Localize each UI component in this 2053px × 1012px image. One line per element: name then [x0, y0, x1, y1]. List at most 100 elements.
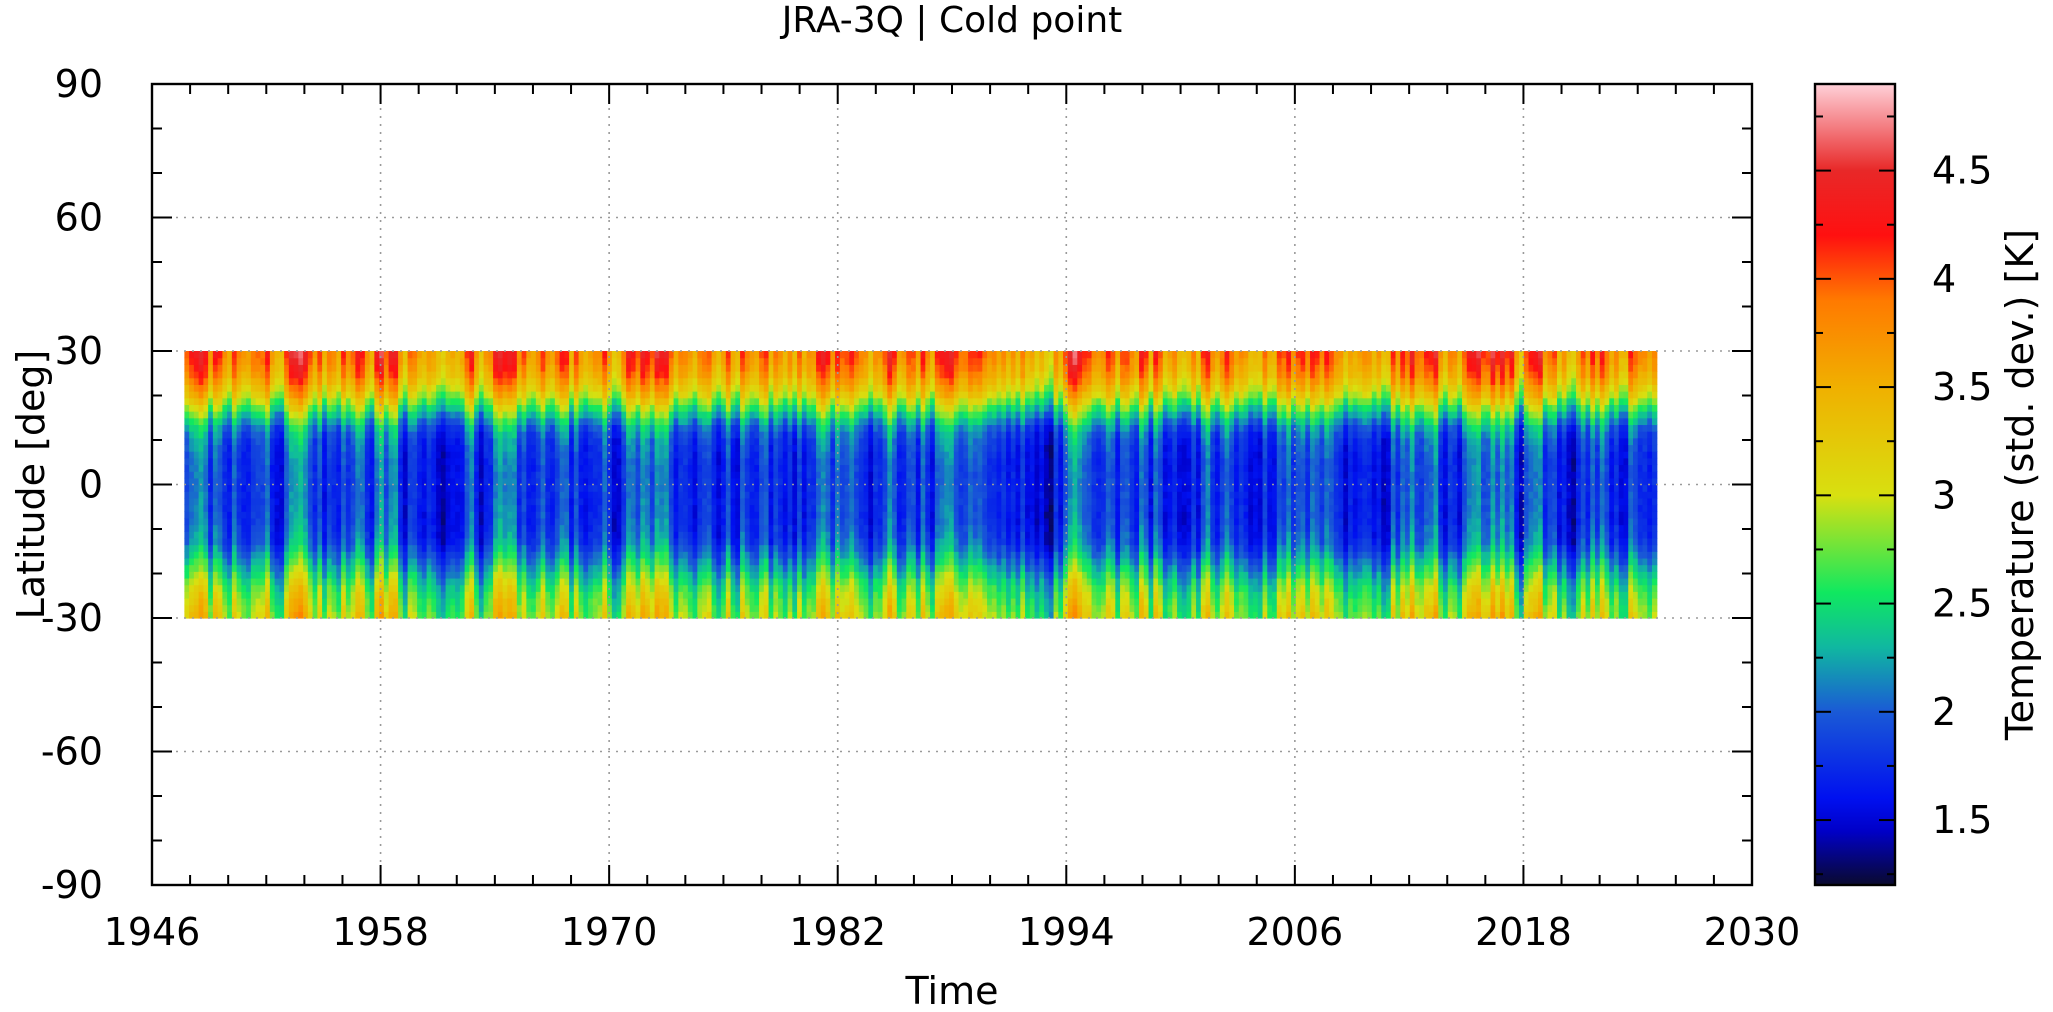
heatmap-cell [426, 571, 432, 579]
heatmap-cell [345, 457, 352, 466]
heatmap-cell [493, 431, 499, 439]
heatmap-cell [198, 604, 204, 612]
heatmap-cell [773, 511, 779, 519]
heatmap-cell [488, 424, 494, 432]
heatmap-cell [255, 411, 261, 419]
heatmap-cell [526, 451, 532, 459]
heatmap-cell [279, 531, 285, 539]
heatmap-cell [592, 491, 599, 499]
heatmap-cell [231, 591, 238, 599]
heatmap-cell [706, 484, 713, 492]
heatmap-cell [626, 477, 632, 486]
heatmap-cell [626, 504, 632, 512]
heatmap-cell [559, 457, 565, 466]
heatmap-cell [611, 484, 618, 492]
heatmap-cell [307, 411, 314, 419]
heatmap-cell [768, 604, 774, 612]
heatmap-cell [474, 417, 480, 426]
heatmap-cell [383, 597, 390, 606]
heatmap-cell [198, 424, 204, 432]
heatmap-cell [208, 384, 214, 392]
heatmap-cell [578, 571, 584, 579]
heatmap-cell [649, 511, 656, 519]
heatmap-cell [208, 551, 214, 559]
heatmap-cell [198, 457, 204, 466]
heatmap-cell [654, 551, 660, 559]
heatmap-cell [640, 517, 646, 526]
heatmap-cell [773, 391, 779, 399]
heatmap-cell [654, 497, 660, 506]
heatmap-cell [602, 597, 608, 606]
heatmap-cell [621, 491, 627, 499]
heatmap-cell [412, 377, 418, 385]
heatmap-cell [602, 351, 608, 359]
heatmap-cell [236, 491, 242, 499]
heatmap-cell [469, 611, 475, 619]
heatmap-cell [478, 471, 485, 479]
heatmap-cell [250, 451, 257, 459]
heatmap-cell [293, 364, 299, 372]
heatmap-cell [369, 491, 375, 499]
heatmap-cell [678, 417, 684, 426]
heatmap-cell [298, 444, 304, 452]
heatmap-cell [621, 537, 627, 546]
heatmap-cell [212, 397, 219, 406]
heatmap-cell [417, 444, 423, 452]
heatmap-cell [493, 451, 499, 459]
heatmap-cell [322, 484, 328, 492]
heatmap-cell [455, 597, 461, 606]
heatmap-cell [379, 577, 385, 586]
heatmap-cell [483, 511, 489, 519]
heatmap-cell [303, 471, 309, 479]
heatmap-cell [246, 477, 252, 486]
heatmap-cell [393, 404, 399, 412]
heatmap-cell [497, 571, 504, 579]
heatmap-cell [763, 531, 770, 539]
heatmap-cell [402, 557, 409, 566]
heatmap-cell [564, 537, 570, 546]
heatmap-cell [531, 611, 537, 619]
heatmap-cell [450, 351, 456, 359]
heatmap-cell [626, 584, 632, 592]
heatmap-cell [474, 517, 480, 526]
heatmap-cell [369, 577, 375, 586]
heatmap-cell [502, 424, 508, 432]
heatmap-cell [412, 517, 418, 526]
heatmap-cell [407, 551, 413, 559]
heatmap-cell [469, 597, 475, 606]
heatmap-cell [554, 511, 561, 519]
heatmap-cell [768, 464, 774, 472]
heatmap-cell [507, 537, 513, 546]
heatmap-cell [307, 471, 314, 479]
heatmap-cell [754, 391, 760, 399]
heatmap-cell [744, 351, 751, 359]
heatmap-cell [754, 604, 760, 612]
heatmap-cell [317, 517, 323, 526]
heatmap-cell [711, 457, 717, 466]
heatmap-cell [763, 524, 770, 532]
heatmap-cell [488, 351, 494, 359]
heatmap-cell [208, 564, 214, 572]
heatmap-cell [535, 604, 542, 612]
heatmap-cell [516, 544, 523, 552]
heatmap-cell [621, 357, 627, 365]
heatmap-cell [193, 397, 200, 406]
heatmap-cell [474, 457, 480, 466]
heatmap-cell [212, 537, 219, 546]
heatmap-cell [630, 471, 637, 479]
heatmap-cell [450, 591, 456, 599]
heatmap-cell [393, 597, 399, 606]
heatmap-cell [189, 511, 195, 519]
heatmap-cell [322, 411, 328, 419]
heatmap-cell [526, 431, 532, 439]
heatmap-cell [559, 431, 565, 439]
heatmap-cell [588, 504, 594, 512]
heatmap-cell [744, 551, 751, 559]
heatmap-cell [763, 471, 770, 479]
heatmap-cell [421, 364, 428, 372]
heatmap-cell [535, 397, 542, 406]
heatmap-cell [431, 444, 437, 452]
heatmap-cell [260, 357, 266, 365]
heatmap-cell [426, 511, 432, 519]
heatmap-cell [659, 571, 665, 579]
